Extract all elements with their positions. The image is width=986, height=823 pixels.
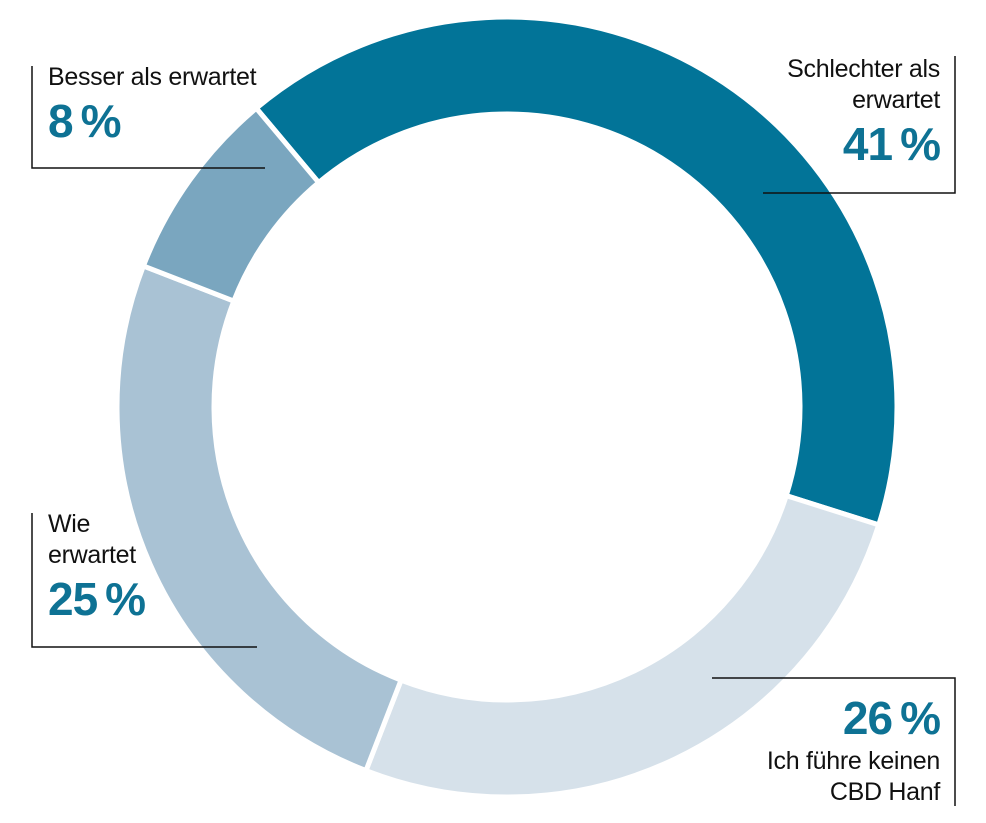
callout-wie [31,513,257,648]
donut-slices [114,14,900,800]
slice-schlechter [252,14,900,529]
slice-wie [114,262,405,774]
callout-keinen [712,677,956,806]
label-besser-name: Besser als erwartet [48,63,257,91]
label-besser: Besser als erwartet 8% [48,62,257,149]
callout-lines [31,56,956,806]
callout-besser [31,66,265,169]
label-wie: Wie erwartet 25% [48,509,146,627]
slice-besser [140,104,323,305]
label-wie-value: 25% [48,573,146,625]
label-besser-value: 8% [48,95,121,147]
label-wie-name-line2: erwartet [48,541,136,569]
label-keinen-name-line1: Ich führe keinen [766,747,940,775]
label-schlechter-name-line2: erwartet [852,86,940,114]
callout-schlechter [763,56,956,194]
label-keinen-value: 26% [842,692,941,744]
label-schlechter: Schlechter als erwartet 41% [787,54,941,172]
label-keinen-name-line2: CBD Hanf [829,778,940,806]
label-keinen: 26% Ich führe keinen CBD Hanf [766,690,941,808]
label-schlechter-name-line1: Schlechter als [787,55,940,83]
slice-keinen [362,492,882,800]
label-schlechter-value: 41% [842,118,941,170]
label-wie-name-line1: Wie [48,510,91,538]
